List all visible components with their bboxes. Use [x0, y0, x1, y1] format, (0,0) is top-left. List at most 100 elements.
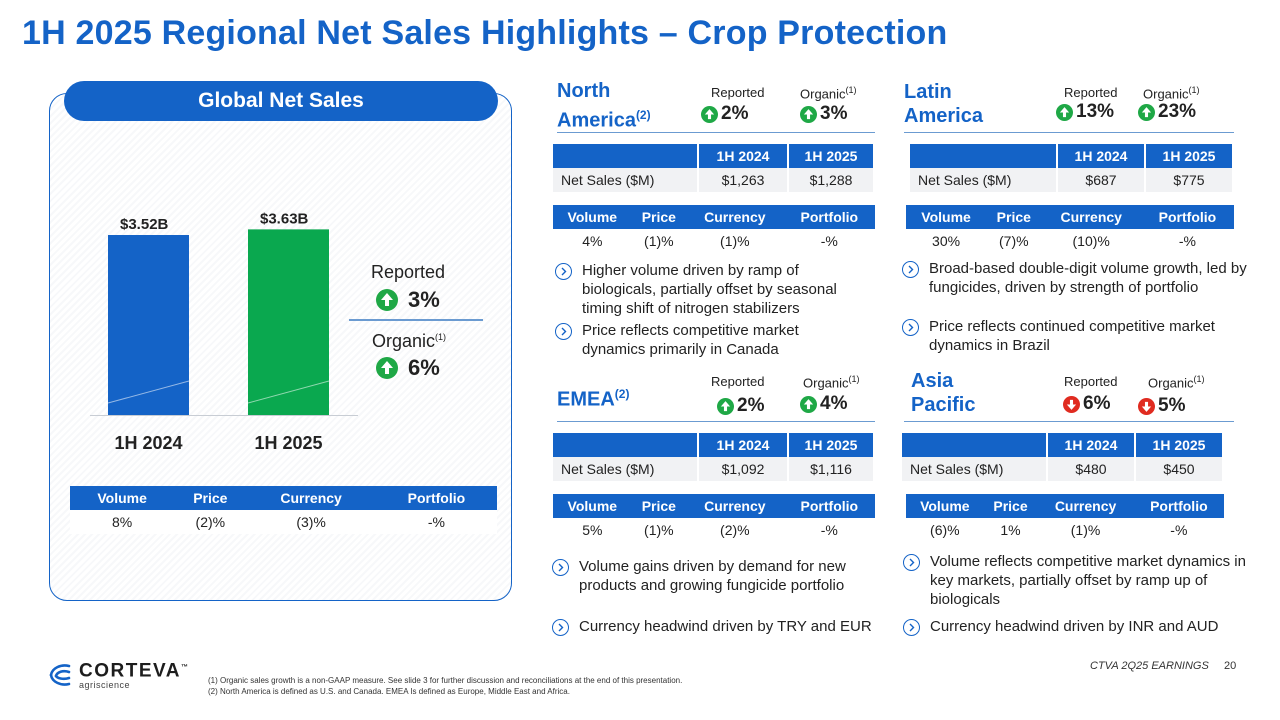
- latam-net-sales-table: 1H 2024 1H 2025 Net Sales ($M) $687 $775: [910, 144, 1234, 192]
- row-label: Net Sales ($M): [910, 168, 1058, 192]
- global-organic-label: Organic(1): [372, 331, 447, 351]
- global-components-table: Volume Price Currency Portfolio 8% (2)% …: [70, 486, 497, 534]
- apac-components-table: Volume Price Currency Portfolio (6)% 1% …: [906, 494, 1224, 542]
- comp-header: Price: [631, 205, 687, 229]
- comp-header: Portfolio: [375, 486, 497, 510]
- comp-header: Currency: [1037, 494, 1134, 518]
- row-label: Net Sales ($M): [553, 168, 699, 192]
- comp-value: (10)%: [1041, 229, 1141, 253]
- apac-organic-label: Organic(1): [1148, 374, 1205, 391]
- footnote-1: (1) Organic sales growth is a non-GAAP m…: [208, 676, 683, 685]
- chevron-right-icon: [902, 261, 919, 278]
- period-header: 1H 2025: [1145, 144, 1234, 168]
- region-name-latin-america: Latin America: [904, 81, 983, 127]
- comp-value: 30%: [906, 229, 987, 253]
- na-reported-value: 2%: [701, 103, 748, 125]
- period-header: 1H 2025: [1135, 433, 1224, 457]
- comp-header: Portfolio: [783, 494, 875, 518]
- comp-header: Portfolio: [783, 205, 875, 229]
- na-separator: [557, 132, 875, 133]
- corteva-logo-icon: [49, 663, 71, 686]
- period-header: 1H 2024: [698, 144, 789, 168]
- apac-bullet-2: Currency headwind driven by INR and AUD: [903, 617, 1253, 636]
- emea-reported-value: 2%: [717, 395, 764, 417]
- bar-highlight-line: [247, 380, 330, 404]
- region-name-emea: EMEA(2): [557, 387, 630, 411]
- latam-components-table: Volume Price Currency Portfolio 30% (7)%…: [906, 205, 1234, 253]
- up-arrow-icon: [1138, 103, 1155, 121]
- emea-components-table: Volume Price Currency Portfolio 5% (1)% …: [553, 494, 875, 542]
- region-name-north-america: North America(2): [557, 80, 651, 132]
- latam-reported-value: 13%: [1056, 101, 1114, 123]
- up-arrow-icon: [376, 289, 398, 311]
- comp-value: (7)%: [986, 229, 1042, 253]
- emea-net-sales-table: 1H 2024 1H 2025 Net Sales ($M) $1,092 $1…: [553, 433, 875, 481]
- comp-value: -%: [783, 518, 875, 542]
- na-bullet-1: Higher volume driven by ramp of biologic…: [555, 261, 865, 318]
- down-arrow-icon: [1138, 397, 1155, 415]
- na-net-sales-table: 1H 2024 1H 2025 Net Sales ($M) $1,263 $1…: [553, 144, 875, 192]
- emea-organic-label: Organic(1): [803, 374, 860, 391]
- latam-reported-label: Reported: [1064, 85, 1118, 100]
- chevron-right-icon: [903, 619, 920, 636]
- cell-value: $1,092: [698, 457, 789, 481]
- up-arrow-icon: [376, 357, 398, 379]
- comp-header: Volume: [906, 494, 984, 518]
- bar-1h-2025: [248, 229, 329, 415]
- latam-bullet-1: Broad-based double-digit volume growth, …: [902, 259, 1247, 297]
- comp-value: (2)%: [174, 510, 247, 534]
- slide-title: 1H 2025 Regional Net Sales Highlights – …: [22, 14, 948, 52]
- global-net-sales-header: Global Net Sales: [64, 81, 498, 121]
- comp-header: Volume: [553, 205, 632, 229]
- chevron-right-icon: [555, 263, 572, 280]
- comp-header: Volume: [70, 486, 175, 510]
- comp-header: Currency: [246, 486, 376, 510]
- bar-1h-2024: [108, 235, 189, 415]
- blank-header: [553, 433, 699, 457]
- comp-header: Price: [174, 486, 247, 510]
- period-header: 1H 2025: [788, 433, 875, 457]
- period-header: 1H 2024: [1057, 144, 1146, 168]
- comp-header: Price: [983, 494, 1038, 518]
- na-organic-value: 3%: [800, 103, 847, 125]
- comp-value: -%: [783, 229, 875, 253]
- row-label: Net Sales ($M): [902, 457, 1048, 481]
- comp-header: Portfolio: [1133, 494, 1224, 518]
- comp-header: Currency: [686, 205, 784, 229]
- footnote-2: (2) North America is defined as U.S. and…: [208, 687, 570, 696]
- chevron-right-icon: [555, 323, 572, 340]
- chevron-right-icon: [903, 554, 920, 571]
- global-organic-value: 6%: [376, 355, 440, 381]
- comp-value: -%: [1133, 518, 1224, 542]
- emea-bullet-2: Currency headwind driven by TRY and EUR: [552, 617, 882, 636]
- corteva-logo: CORTEVA™ agriscience: [47, 659, 189, 690]
- comp-header: Portfolio: [1140, 205, 1234, 229]
- cell-value: $1,116: [788, 457, 875, 481]
- global-divider: [349, 319, 483, 321]
- row-label: Net Sales ($M): [553, 457, 699, 481]
- apac-organic-value: 5%: [1138, 395, 1185, 417]
- na-components-table: Volume Price Currency Portfolio 4% (1)% …: [553, 205, 875, 253]
- comp-header: Currency: [1041, 205, 1141, 229]
- cell-value: $687: [1057, 168, 1146, 192]
- emea-organic-value: 4%: [800, 393, 847, 415]
- region-name-asia-pacific: Asia Pacific: [911, 370, 976, 416]
- global-reported-percent: 3%: [408, 287, 440, 312]
- bar-value-label: $3.63B: [260, 210, 309, 227]
- comp-value: -%: [1140, 229, 1234, 253]
- blank-header: [902, 433, 1048, 457]
- na-reported-label: Reported: [711, 85, 765, 100]
- up-arrow-icon: [800, 395, 817, 413]
- cell-value: $1,263: [698, 168, 789, 192]
- page-number: 20: [1224, 660, 1237, 672]
- comp-value: 8%: [70, 510, 175, 534]
- comp-header: Price: [986, 205, 1042, 229]
- cell-value: $480: [1047, 457, 1136, 481]
- apac-reported-label: Reported: [1064, 374, 1118, 389]
- comp-value: (1)%: [686, 229, 784, 253]
- latam-separator: [904, 132, 1234, 133]
- earnings-label: CTVA 2Q25 EARNINGS: [1090, 660, 1209, 672]
- global-net-sales-chart: $3.52B 1H 2024 $3.63B 1H 2025: [90, 210, 358, 453]
- category-label: 1H 2024: [114, 433, 182, 453]
- emea-separator: [557, 421, 875, 422]
